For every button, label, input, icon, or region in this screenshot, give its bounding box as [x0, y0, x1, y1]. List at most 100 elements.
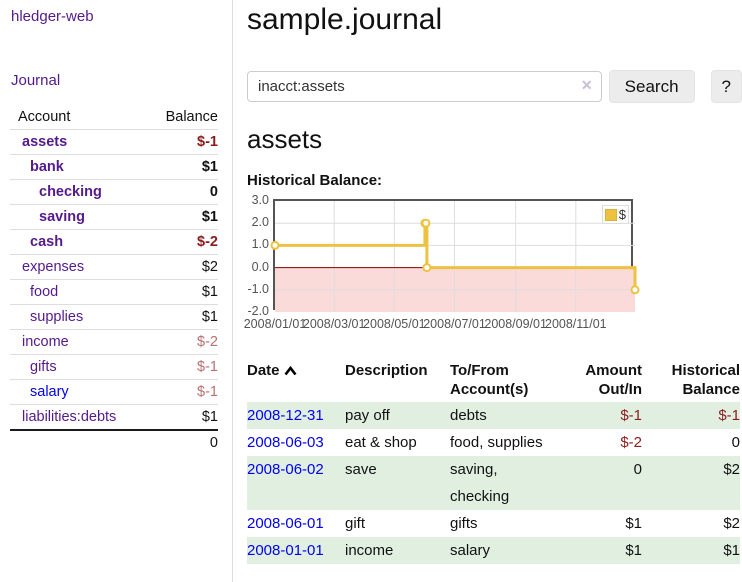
transaction-amount: 0 — [633, 461, 642, 478]
transaction-accounts: debts — [450, 407, 487, 424]
search-input-wrap: ✕ — [247, 70, 602, 103]
chart-legend: $ — [601, 205, 629, 224]
page-title: sample.journal — [247, 3, 443, 36]
account-balance: $2 — [138, 254, 218, 280]
accounts-total-row: 0 — [10, 429, 218, 455]
accounts-header-account: Account — [18, 109, 71, 125]
register-header-description: Description — [345, 362, 428, 379]
y-tick-label: -1.0 — [247, 281, 269, 296]
transaction-balance: $-1 — [718, 407, 740, 424]
transaction-description: eat & shop — [345, 434, 417, 451]
account-row: checking 0 — [10, 179, 218, 205]
account-link[interactable]: checking — [39, 184, 102, 200]
transaction-row: 2008-06-02 save saving, checking 0 $2 — [247, 456, 740, 510]
register-header-amount: Amount Out/In — [585, 362, 642, 398]
transaction-accounts: gifts — [450, 515, 478, 532]
data-point-marker — [270, 240, 280, 250]
transaction-amount: $1 — [625, 515, 642, 532]
account-link[interactable]: income — [22, 334, 69, 350]
account-balance: 0 — [138, 179, 218, 205]
transaction-date-link[interactable]: 2008-12-31 — [247, 407, 324, 424]
account-link[interactable]: food — [30, 284, 59, 300]
data-point-marker — [422, 263, 432, 273]
accounts-header-balance: Balance — [165, 109, 218, 125]
y-tick-label: -2.0 — [247, 304, 269, 318]
sidebar-item-journal[interactable]: Journal — [11, 72, 61, 89]
search-button[interactable]: Search — [608, 70, 695, 103]
transaction-row: 2008-06-03 eat & shop food, supplies $-2 0 — [247, 429, 740, 456]
account-balance: $-1 — [138, 354, 218, 380]
transaction-row: 2008-06-01 gift gifts $1 $2 — [247, 510, 740, 537]
app-title-link[interactable]: hledger-web — [11, 8, 94, 25]
x-tick-label: 2008/01/01 — [243, 317, 307, 331]
account-row: saving $1 — [10, 204, 218, 230]
x-tick-label: 2008/05/01 — [363, 317, 426, 331]
x-tick-label: 2008/11/01 — [544, 317, 607, 331]
data-point-marker — [630, 285, 640, 295]
account-row: bank $1 — [10, 154, 218, 180]
register-table: Date Description To/From Account(s) Amou… — [247, 358, 740, 564]
transaction-row: 2008-01-01 income salary $1 $1 — [247, 537, 740, 564]
account-link[interactable]: bank — [30, 159, 64, 175]
data-point-marker — [421, 218, 431, 228]
register-header-date-label: Date — [247, 362, 280, 379]
y-tick-label: 0.0 — [251, 259, 269, 274]
transaction-accounts: salary — [450, 542, 491, 559]
account-row: cash $-2 — [10, 229, 218, 255]
x-tick-label: 2008/03/01 — [302, 317, 366, 331]
account-link[interactable]: gifts — [30, 359, 57, 375]
transaction-date-link[interactable]: 2008-01-01 — [247, 542, 324, 559]
account-row: assets $-1 — [10, 129, 218, 155]
account-balance: $1 — [138, 279, 218, 305]
historical-balance-chart: 3.0 2.0 1.0 0.0 -1.0 -2.0 $ 2008/01/01 2008/03… — [243, 193, 742, 333]
transaction-balance: $2 — [723, 515, 740, 532]
accounts-total-spacer — [10, 429, 138, 455]
search-input[interactable] — [247, 71, 602, 102]
transaction-date-link[interactable]: 2008-06-02 — [247, 461, 324, 478]
account-link[interactable]: cash — [30, 234, 64, 250]
accounts-header-row: Account Balance — [10, 105, 218, 130]
transaction-date-link[interactable]: 2008-06-01 — [247, 515, 324, 532]
transaction-description: save — [345, 461, 377, 478]
transaction-balance: $2 — [723, 461, 740, 478]
account-link[interactable]: supplies — [30, 309, 84, 325]
account-link[interactable]: liabilities:debts — [22, 409, 117, 425]
x-tick-label: 2008/07/01 — [423, 317, 486, 331]
account-link[interactable]: salary — [30, 384, 69, 400]
chart-plot-area[interactable]: $ — [270, 199, 640, 312]
account-balance: $1 — [138, 404, 218, 430]
account-link[interactable]: assets — [22, 134, 68, 150]
search-form: ✕ Search ? — [247, 70, 742, 103]
clear-search-icon[interactable]: ✕ — [580, 77, 593, 93]
account-balance: $1 — [138, 154, 218, 180]
account-row: supplies $1 — [10, 304, 218, 330]
account-balance: $-2 — [138, 329, 218, 355]
account-row: income $-2 — [10, 329, 218, 355]
y-tick-label: 3.0 — [251, 193, 269, 207]
register-header-date[interactable]: Date — [247, 358, 345, 402]
transaction-date-link[interactable]: 2008-06-03 — [247, 434, 324, 451]
legend-label: $ — [618, 207, 626, 222]
y-tick-label: 1.0 — [251, 237, 269, 252]
transaction-description: income — [345, 542, 394, 559]
accounts-total-balance: 0 — [138, 429, 218, 455]
accounts-table: Account Balance assets $-1 bank $1 checking 0… — [10, 105, 218, 455]
help-button[interactable]: ? — [710, 70, 742, 103]
transaction-accounts: saving, checking — [450, 461, 510, 505]
account-row: food $1 — [10, 279, 218, 305]
account-row: expenses $2 — [10, 254, 218, 280]
transaction-amount: $1 — [625, 542, 642, 559]
y-tick-label: 2.0 — [251, 215, 269, 230]
account-balance: $-2 — [138, 229, 218, 255]
account-row: salary $-1 — [10, 379, 218, 405]
sidebar: hledger-web Journal Account Balance asse… — [0, 0, 233, 582]
legend-swatch-icon — [604, 208, 617, 221]
register-header-row: Date Description To/From Account(s) Amou… — [247, 358, 740, 402]
chart-title: Historical Balance: — [247, 172, 383, 189]
transaction-amount: $-1 — [620, 407, 642, 424]
account-link[interactable]: saving — [39, 209, 85, 225]
transaction-balance: $1 — [723, 542, 740, 559]
account-link[interactable]: expenses — [22, 259, 85, 275]
sort-ascending-icon — [283, 362, 297, 381]
